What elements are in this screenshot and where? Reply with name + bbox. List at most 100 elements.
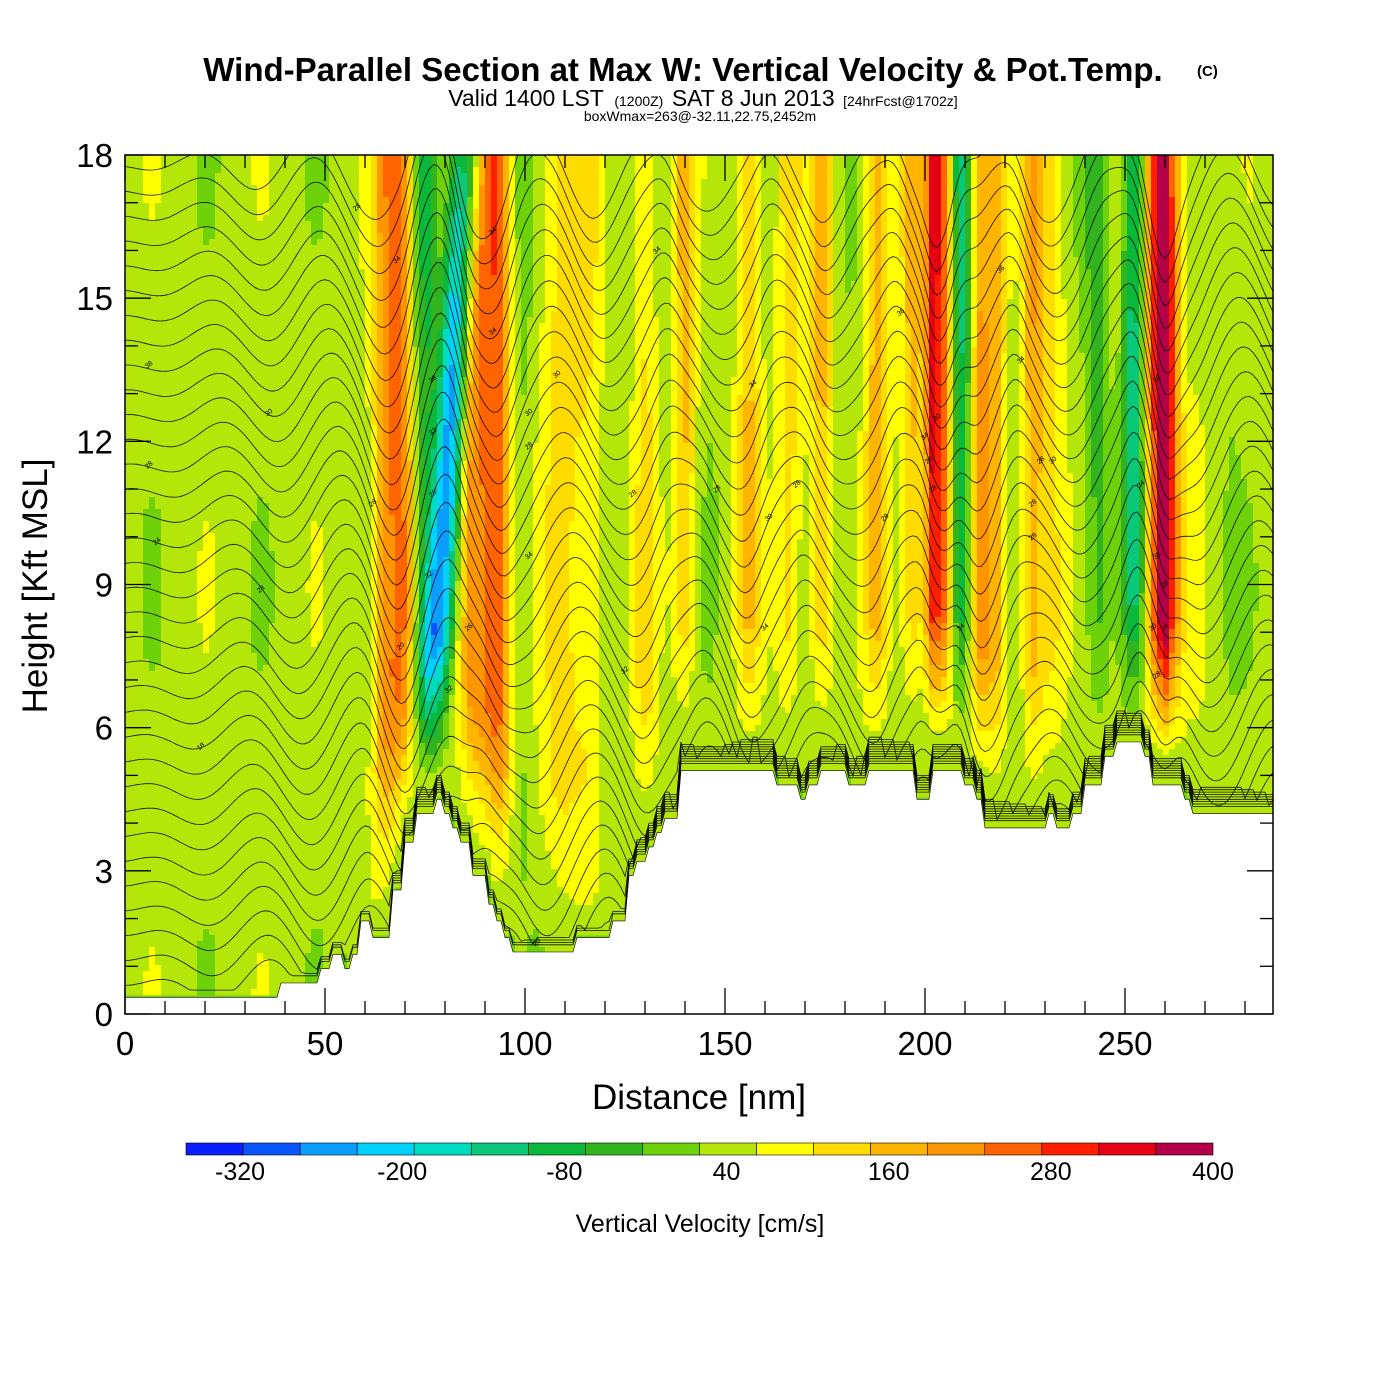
velocity-cell bbox=[869, 227, 876, 234]
velocity-cell bbox=[653, 203, 660, 210]
velocity-cell bbox=[1199, 179, 1206, 186]
velocity-cell bbox=[581, 275, 588, 282]
velocity-cell bbox=[983, 197, 990, 204]
velocity-cell bbox=[521, 263, 528, 270]
velocity-cell bbox=[161, 197, 168, 204]
velocity-cell bbox=[659, 281, 666, 288]
velocity-cell bbox=[1217, 305, 1224, 312]
velocity-cell bbox=[1001, 221, 1008, 228]
velocity-cell bbox=[275, 197, 282, 204]
velocity-cell bbox=[983, 275, 990, 282]
velocity-cell bbox=[779, 179, 786, 186]
velocity-cell bbox=[749, 251, 756, 258]
velocity-cell bbox=[1061, 293, 1068, 300]
velocity-cell bbox=[905, 161, 912, 168]
velocity-cell bbox=[893, 257, 900, 264]
velocity-cell bbox=[653, 257, 660, 264]
velocity-cell bbox=[167, 191, 174, 198]
velocity-cell bbox=[857, 215, 864, 222]
velocity-cell bbox=[533, 173, 540, 180]
velocity-cell bbox=[551, 161, 558, 168]
velocity-cell bbox=[899, 167, 906, 174]
velocity-cell bbox=[437, 263, 444, 270]
velocity-cell bbox=[977, 251, 984, 258]
velocity-cell bbox=[599, 227, 606, 234]
velocity-cell bbox=[383, 287, 390, 294]
velocity-cell bbox=[389, 233, 396, 240]
velocity-cell bbox=[143, 281, 150, 288]
velocity-cell bbox=[455, 233, 462, 240]
velocity-cell bbox=[521, 221, 528, 228]
velocity-cell bbox=[185, 221, 192, 228]
velocity-cell bbox=[1013, 293, 1020, 300]
velocity-cell bbox=[599, 257, 606, 264]
velocity-cell bbox=[917, 197, 924, 204]
velocity-cell bbox=[485, 245, 492, 252]
velocity-cell bbox=[299, 179, 306, 186]
velocity-cell bbox=[1121, 239, 1128, 246]
velocity-cell bbox=[149, 245, 156, 252]
velocity-cell bbox=[1061, 305, 1068, 312]
velocity-cell bbox=[1019, 269, 1026, 276]
velocity-cell bbox=[737, 161, 744, 168]
velocity-cell bbox=[1271, 167, 1273, 174]
velocity-cell bbox=[719, 269, 726, 276]
velocity-cell bbox=[887, 191, 894, 198]
velocity-cell bbox=[155, 251, 162, 258]
velocity-cell bbox=[347, 275, 354, 282]
velocity-cell bbox=[1121, 305, 1128, 312]
velocity-cell bbox=[635, 299, 642, 306]
velocity-cell bbox=[899, 233, 906, 240]
velocity-cell bbox=[971, 269, 978, 276]
velocity-cell bbox=[137, 293, 144, 300]
velocity-cell bbox=[1253, 287, 1260, 294]
velocity-cell bbox=[401, 203, 408, 210]
velocity-cell bbox=[383, 251, 390, 258]
velocity-cell bbox=[1079, 209, 1086, 216]
velocity-cell bbox=[161, 221, 168, 228]
velocity-cell bbox=[413, 227, 420, 234]
velocity-cell bbox=[779, 263, 786, 270]
velocity-cell bbox=[869, 203, 876, 210]
velocity-cell bbox=[1037, 179, 1044, 186]
velocity-cell bbox=[1145, 155, 1152, 162]
velocity-cell bbox=[245, 215, 252, 222]
velocity-cell bbox=[125, 245, 132, 252]
velocity-cell bbox=[473, 245, 480, 252]
velocity-cell bbox=[1025, 269, 1032, 276]
velocity-cell bbox=[137, 239, 144, 246]
velocity-cell bbox=[773, 215, 780, 222]
velocity-cell bbox=[857, 257, 864, 264]
velocity-cell bbox=[239, 239, 246, 246]
velocity-cell bbox=[725, 173, 732, 180]
velocity-cell bbox=[929, 227, 936, 234]
velocity-cell bbox=[1079, 269, 1086, 276]
velocity-cell bbox=[761, 215, 768, 222]
velocity-cell bbox=[1091, 161, 1098, 168]
velocity-cell bbox=[1037, 173, 1044, 180]
velocity-cell bbox=[899, 191, 906, 198]
velocity-cell bbox=[431, 233, 438, 240]
velocity-cell bbox=[989, 269, 996, 276]
velocity-cell bbox=[311, 251, 318, 258]
velocity-cell bbox=[1013, 197, 1020, 204]
velocity-cell bbox=[761, 275, 768, 282]
velocity-cell bbox=[251, 173, 258, 180]
velocity-cell bbox=[1247, 179, 1254, 186]
velocity-cell bbox=[917, 293, 924, 300]
velocity-cell bbox=[929, 179, 936, 186]
velocity-cell bbox=[323, 287, 330, 294]
velocity-cell bbox=[617, 191, 624, 198]
velocity-cell bbox=[1007, 269, 1014, 276]
velocity-cell bbox=[317, 263, 324, 270]
velocity-cell bbox=[605, 167, 612, 174]
velocity-cell bbox=[923, 269, 930, 276]
velocity-cell bbox=[125, 233, 132, 240]
velocity-cell bbox=[191, 245, 198, 252]
velocity-cell bbox=[707, 185, 714, 192]
velocity-cell bbox=[215, 245, 222, 252]
velocity-cell bbox=[1223, 185, 1230, 192]
velocity-cell bbox=[473, 209, 480, 216]
velocity-cell bbox=[1193, 281, 1200, 288]
velocity-cell bbox=[431, 299, 438, 306]
